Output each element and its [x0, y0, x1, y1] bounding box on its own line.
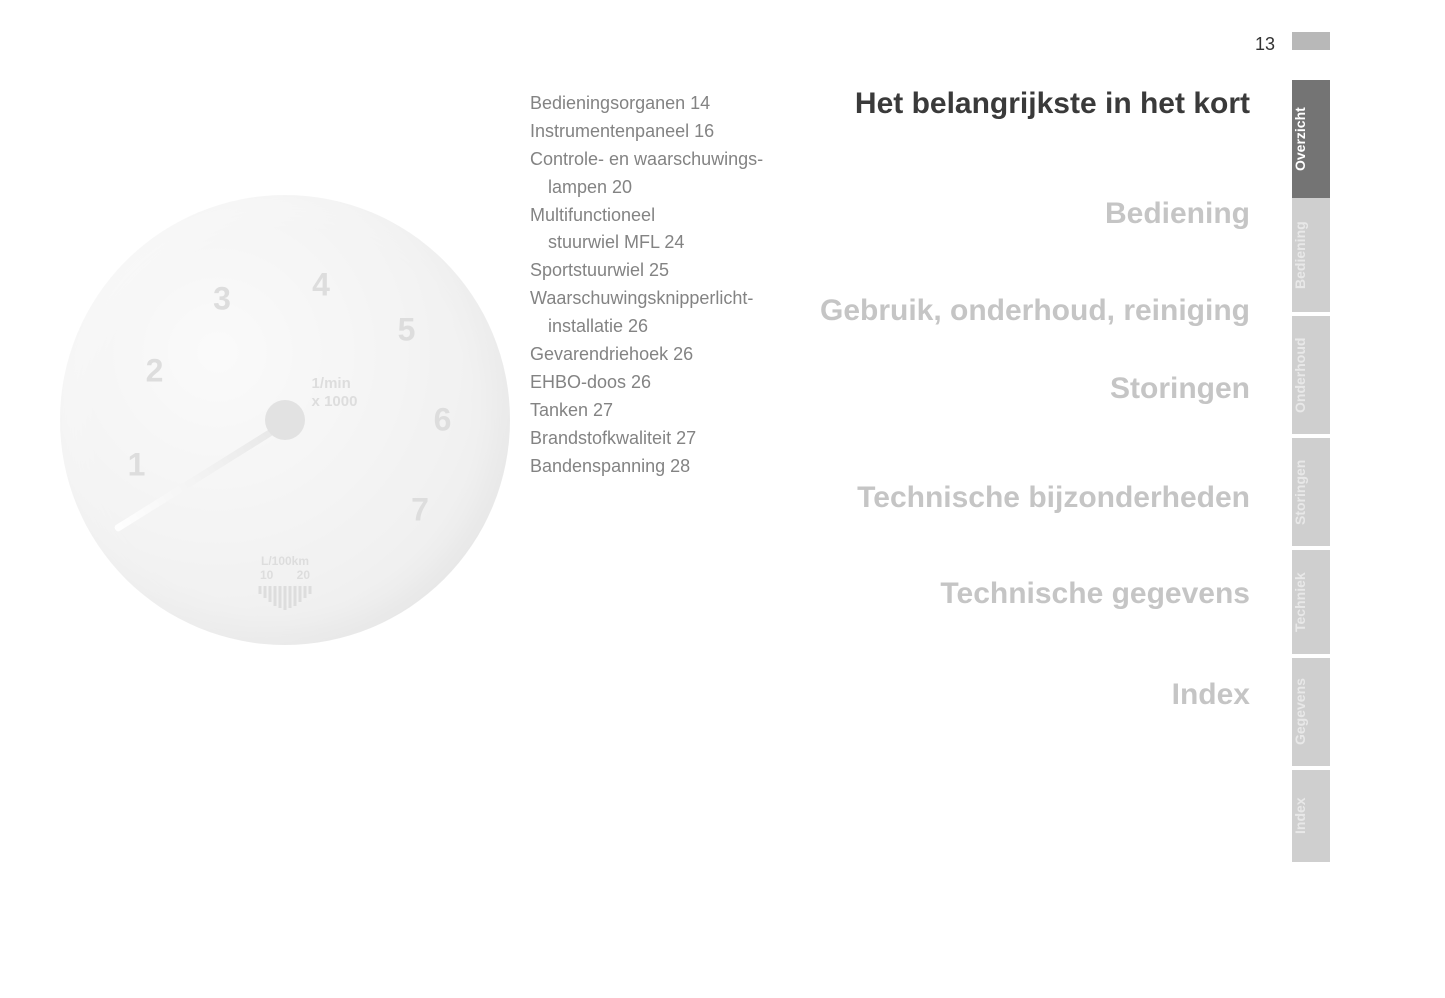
tachometer-unit-label: 1/min x 1000 [312, 375, 358, 411]
side-tab[interactable]: Techniek [1292, 550, 1330, 658]
side-tab[interactable]: Overzicht [1292, 80, 1330, 198]
subgauge-tick [284, 586, 287, 610]
tachometer-face: 1 2 3 4 5 6 7 1/min x 1000 L/100km 10 20 [60, 195, 510, 645]
section-heading: Storingen [750, 370, 1250, 408]
side-tab[interactable]: Gegevens [1292, 658, 1330, 770]
section-heading: Technische gegevens [750, 575, 1250, 613]
section-heading: Technische bijzonderheden [750, 479, 1250, 517]
subgauge-tick [309, 586, 312, 594]
subgauge-tick [279, 586, 282, 608]
tachometer-number: 4 [312, 267, 330, 304]
tachometer-number: 1 [128, 447, 146, 484]
tachometer-illustration: 1 2 3 4 5 6 7 1/min x 1000 L/100km 10 20 [60, 195, 510, 645]
subgauge-tick [299, 586, 302, 602]
subgauge-tick [259, 586, 262, 594]
subgauge-tick [264, 586, 267, 598]
side-tab[interactable]: Bediening [1292, 198, 1330, 316]
section-heading: Index [750, 676, 1250, 714]
tachometer-number: 5 [398, 312, 416, 349]
section-heading: Bediening [750, 195, 1250, 233]
subgauge-tick [269, 586, 272, 602]
fuel-economy-subgauge: L/100km 10 20 [259, 554, 312, 610]
tachometer-number: 6 [434, 402, 452, 439]
tachometer-hub [265, 400, 305, 440]
side-tab[interactable]: Onderhoud [1292, 316, 1330, 438]
tachometer-number: 3 [213, 280, 231, 317]
subgauge-tick [294, 586, 297, 606]
subgauge-tick [274, 586, 277, 606]
side-tab[interactable]: Index [1292, 770, 1330, 866]
tachometer-number: 2 [146, 352, 164, 389]
tachometer-number: 7 [411, 492, 429, 529]
section-heading: Gebruik, onderhoud, reiniging [750, 292, 1250, 330]
section-headings: Het belangrijkste in het kort Bediening Ge… [750, 85, 1250, 714]
page-corner-marker [1292, 32, 1330, 50]
page-number: 13 [1255, 34, 1275, 55]
subgauge-tick [304, 586, 307, 598]
section-heading: Het belangrijkste in het kort [750, 85, 1250, 123]
subgauge-tick [289, 586, 292, 608]
side-tab[interactable]: Storingen [1292, 438, 1330, 550]
side-tab-index: OverzichtBedieningOnderhoudStoringenTech… [1292, 80, 1330, 866]
